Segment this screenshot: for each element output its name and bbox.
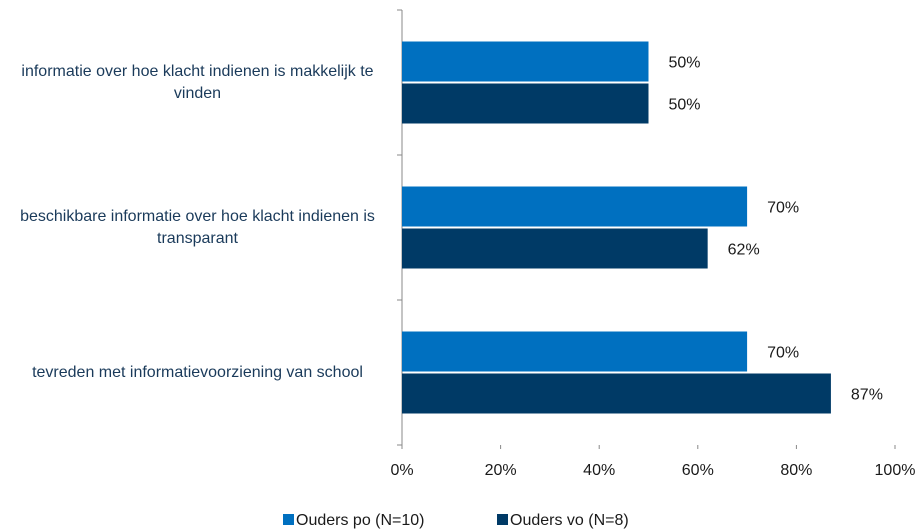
category-label: informatie over hoe klacht indienen is m… (21, 62, 374, 102)
legend-label: Ouders vo (N=8) (510, 512, 629, 529)
data-label: 50% (669, 97, 701, 114)
bar (402, 331, 748, 372)
category-label: beschikbare informatie over hoe klacht i… (20, 207, 375, 247)
legend-swatch (497, 514, 508, 525)
data-label: 70% (767, 345, 799, 362)
category-label: tevreden met informatievoorziening van s… (32, 363, 363, 381)
bar (402, 186, 748, 227)
x-tick-label: 60% (682, 462, 714, 479)
legend-swatch (283, 514, 294, 525)
bar (402, 83, 649, 124)
x-tick-label: 40% (583, 462, 615, 479)
x-tick-label: 80% (780, 462, 812, 479)
x-tick-label: 20% (485, 462, 517, 479)
data-label: 50% (669, 55, 701, 72)
x-tick-label: 0% (390, 462, 413, 479)
bar (402, 41, 649, 82)
data-label: 62% (728, 242, 760, 259)
legend-label: Ouders po (N=10) (296, 512, 425, 529)
data-label: 87% (851, 387, 883, 404)
data-label: 70% (767, 200, 799, 217)
bar (402, 373, 831, 414)
bar (402, 228, 708, 269)
x-tick-label: 100% (875, 462, 916, 479)
